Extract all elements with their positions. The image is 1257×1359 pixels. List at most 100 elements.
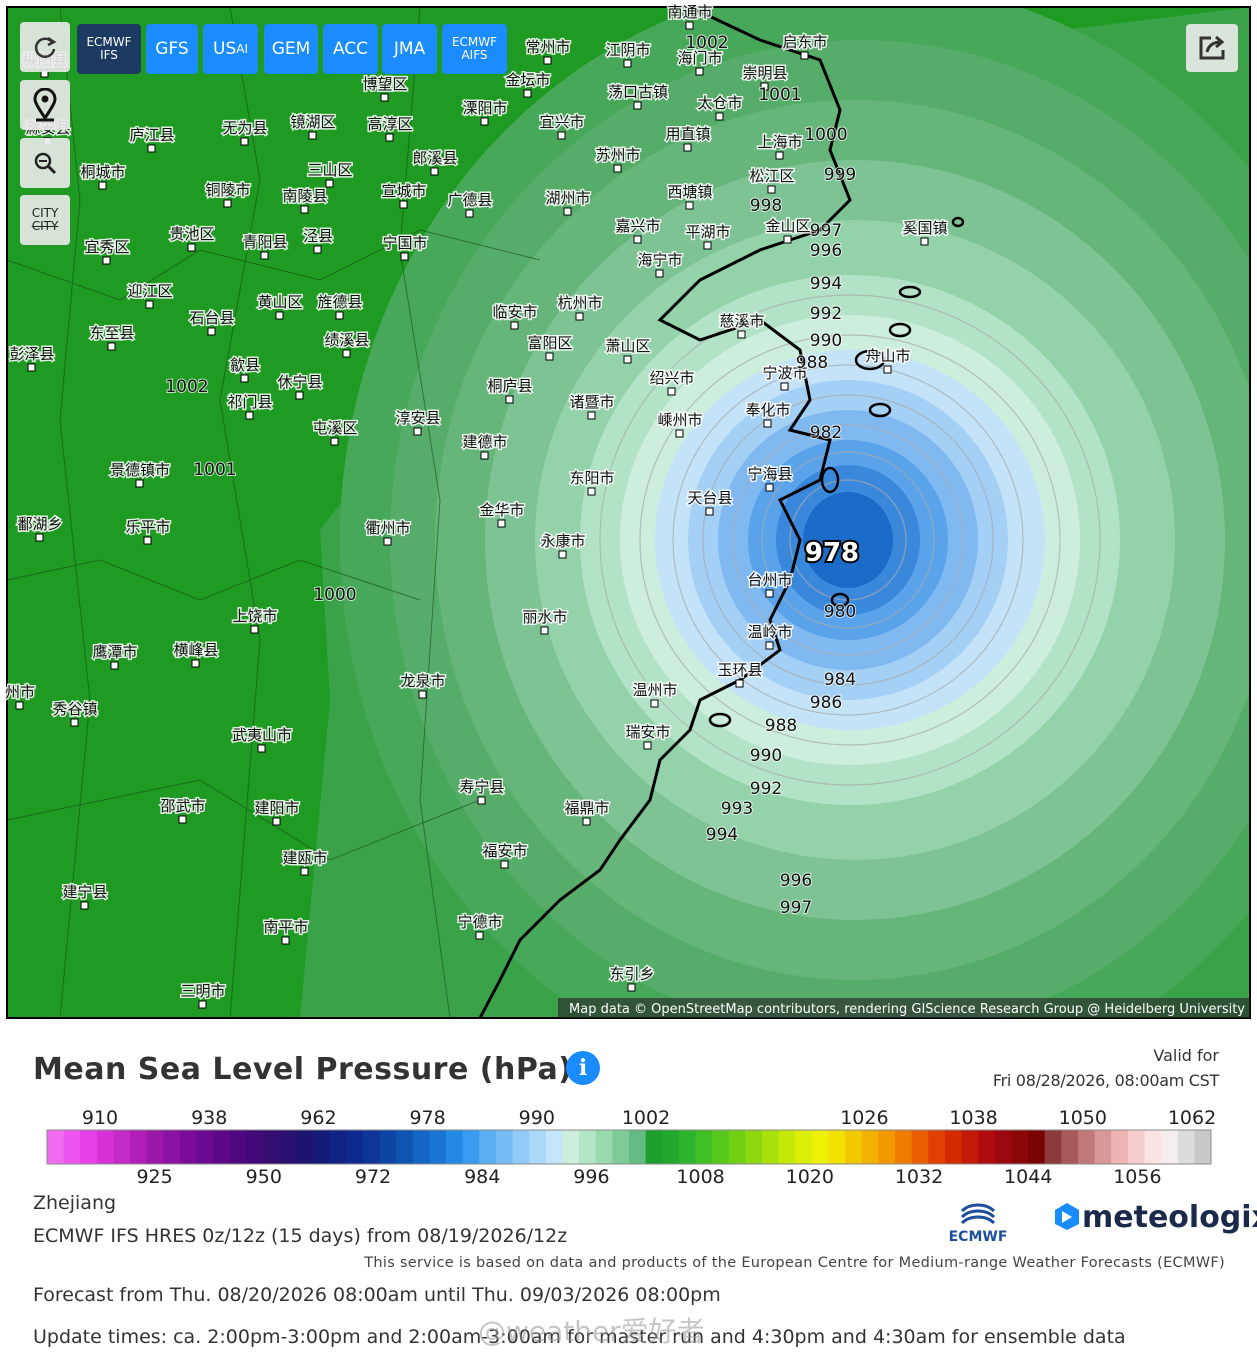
scale-label: 1044 [1004,1166,1052,1188]
city-marker [383,537,392,546]
scale-label: 950 [246,1166,282,1188]
isobar-label: 988 [765,716,797,736]
city-marker [623,59,632,68]
scale-segment [80,1130,98,1164]
scale-segment [429,1130,447,1164]
city-marker [257,744,266,753]
model-button[interactable]: US AI [203,24,258,74]
scale-segment [845,1130,863,1164]
isobar-label: 996 [780,871,812,891]
city-label: 淳安县 [395,409,440,427]
location-button[interactable] [20,80,70,130]
city-marker [480,451,489,460]
city-marker [587,411,596,420]
attribution-bg [558,998,1250,1018]
city-marker [135,479,144,488]
city-marker [767,185,776,194]
city-label: 南陵县 [282,187,327,205]
city-marker [737,330,746,339]
share-button[interactable] [1186,24,1238,72]
scale-segment [462,1130,480,1164]
scale-segment [163,1130,181,1164]
city-marker [780,382,789,391]
city-label: 福鼎市 [564,799,609,817]
scale-label: 1056 [1113,1166,1161,1188]
model-button[interactable]: ECMWF IFS [77,24,141,74]
scale-segment [878,1130,896,1164]
city-label: 湖州市 [545,189,590,207]
city-marker [335,311,344,320]
watermark: @weather爱好者 [478,1315,705,1348]
model-button[interactable]: JMA [382,24,437,74]
region: Zhejiang [33,1192,117,1214]
scale-segment [379,1130,397,1164]
city-marker [385,133,394,142]
city-label: 宁波市 [762,364,807,382]
scale-segment [1194,1130,1212,1164]
model-button-label: GEM [271,39,311,59]
city-label: 州市 [5,683,35,701]
city-marker [667,387,676,396]
scale-segment [678,1130,697,1164]
info-button[interactable]: i [566,1051,600,1085]
city-label: 萧山区 [605,337,650,355]
city-marker [260,251,269,260]
zoom-button[interactable] [20,138,70,188]
model-button[interactable]: ACC [323,24,378,74]
city-label: 博望区 [362,75,407,93]
city-label: 青阳县 [242,233,287,251]
city-label: 慈溪市 [719,312,764,330]
city-label: 歙县 [230,356,260,374]
scale-segment [479,1130,497,1164]
scale-label: 1032 [895,1166,943,1188]
city-label: 常州市 [525,38,570,56]
city-marker [765,641,774,650]
city-label: 三明市 [180,982,225,1000]
city-marker [102,256,111,265]
city-label: 平湖市 [685,223,730,241]
city-label: 奉化市 [745,401,790,419]
city-label: 西塘镇 [667,183,712,201]
ecmwf-logo-mark [960,1203,996,1225]
city-marker [735,679,744,688]
city-marker [613,164,622,173]
city-marker [685,201,694,210]
scale-label: 910 [82,1107,118,1129]
city-toggle[interactable]: CITY CITY [20,195,70,245]
scale-segment [928,1130,946,1164]
city-marker [765,589,774,598]
meteologix-mark [1055,1203,1079,1230]
scale-label: 1026 [840,1107,888,1129]
scale-segment [446,1130,464,1164]
city-label: 嘉兴市 [615,217,660,235]
city-label: 奚国镇 [902,219,947,237]
model-button[interactable]: ECMWF AIFS [442,24,507,74]
scale-segment [911,1130,929,1164]
model-button[interactable]: GEM [264,24,318,74]
city-marker [775,151,784,160]
city-label: 丽水市 [522,608,567,626]
scale-segment [96,1130,115,1164]
scale-segment [629,1130,647,1164]
scale-segment [545,1130,563,1164]
city-label: 横峰县 [173,641,218,659]
city-label: 金山区 [765,217,810,235]
isobar-label: 1001 [193,460,236,480]
city-label: 溧阳市 [462,99,507,117]
scale-label: 938 [191,1107,227,1129]
city-label: 建宁县 [62,883,107,901]
refresh-button[interactable] [20,22,70,72]
isobar-label: 990 [750,746,782,766]
isobar-label: 980 [824,602,856,622]
scale-segment [762,1130,780,1164]
scale-segment [47,1130,65,1164]
city-marker [330,437,339,446]
model-button[interactable]: GFS [146,24,198,74]
scale-segment [130,1130,148,1164]
scale-segment [1028,1130,1046,1164]
city-label: 无为县 [222,119,267,137]
city-marker [480,117,489,126]
city-label: 上海市 [757,133,802,151]
isobar-label: 1002 [685,33,728,53]
